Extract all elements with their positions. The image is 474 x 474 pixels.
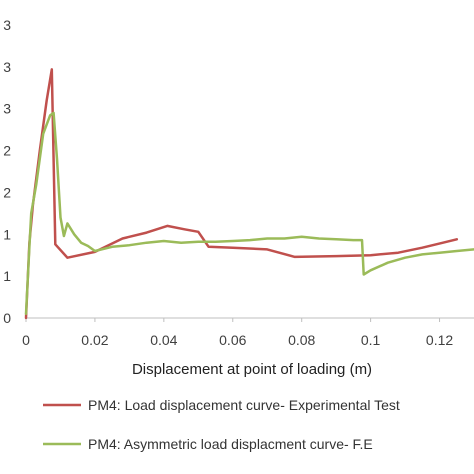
y-tick-label: 3 [3,101,11,117]
y-tick-label: 1 [3,226,11,242]
legend: PM4: Load displacement curve- Experiment… [43,397,400,452]
x-tick-label: 0 [22,332,30,348]
legend-entry: PM4: Asymmetric load displacment curve- … [88,436,373,452]
series-line-fe [24,111,474,316]
x-tick-labels: 0 0.02 0.04 0.06 0.08 0.1 0.12 [22,318,453,348]
y-tick-label: 3 [3,17,11,33]
legend-entry: PM4: Load displacement curve- Experiment… [88,397,400,413]
series-lines [24,68,474,320]
x-tick-label: 0.02 [81,332,108,348]
x-tick-label: 0.04 [150,332,177,348]
x-axis-label: Displacement at point of loading (m) [132,361,372,378]
y-tick-label: 1 [3,268,11,284]
series-line-experimental [24,68,459,320]
y-tick-label: 3 [3,59,11,75]
y-tick-label: 0 [3,310,11,326]
x-tick-label: 0.08 [288,332,315,348]
x-tick-label: 0.06 [219,332,246,348]
y-tick-labels: 0 1 1 2 2 3 3 3 [3,17,11,326]
y-tick-label: 2 [3,184,11,200]
x-tick-label: 0.12 [426,332,453,348]
x-tick-label: 0.1 [361,332,381,348]
y-tick-label: 2 [3,143,11,159]
